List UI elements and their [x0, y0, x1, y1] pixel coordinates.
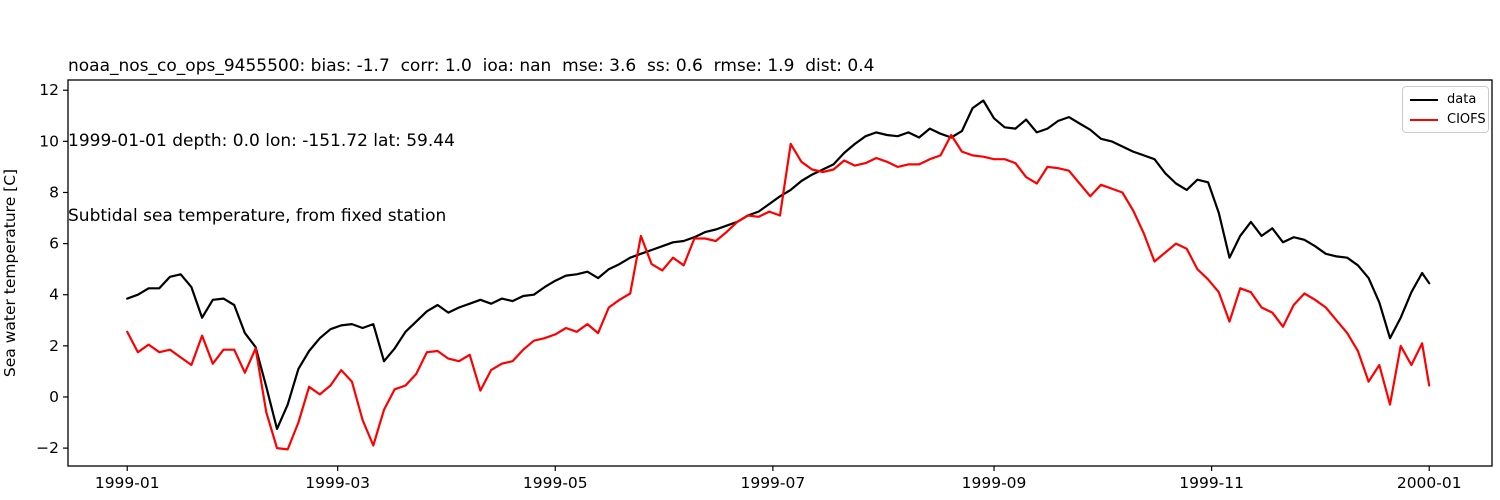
y-tick-label: 2 [49, 337, 59, 355]
y-tick-label: 12 [39, 81, 59, 99]
x-tick-label: 1999-05 [523, 474, 588, 492]
ciofs-series-line [126, 133, 1431, 451]
data-series-line [126, 99, 1431, 430]
legend-entry-data: data [1410, 93, 1480, 106]
y-tick-label: −2 [36, 439, 59, 457]
x-tick-label: 1999-01 [95, 474, 160, 492]
legend-label-data: data [1447, 92, 1477, 107]
title-line-description: Subtidal sea temperature, from fixed sta… [68, 206, 447, 226]
y-tick-label: 8 [49, 183, 59, 201]
y-tick-label: 4 [49, 286, 59, 304]
x-tick-label: 1999-09 [962, 474, 1027, 492]
y-tick-label: 10 [39, 132, 59, 150]
legend: data CIOFS [1402, 86, 1489, 133]
legend-label-ciofs: CIOFS [1447, 112, 1486, 127]
axes-border [67, 79, 1493, 467]
x-tick-label: 1999-11 [1179, 474, 1244, 492]
y-tick-label: 6 [49, 235, 59, 253]
legend-entry-ciofs: CIOFS [1410, 113, 1486, 126]
data-line-sample [1410, 98, 1438, 101]
title-line-meta: 1999-01-01 depth: 0.0 lon: -151.72 lat: … [68, 131, 455, 151]
x-tick-label: 1999-03 [305, 474, 370, 492]
x-tick-label: 1999-07 [740, 474, 805, 492]
x-tick-label: 2000-01 [1397, 474, 1462, 492]
figure-titles: noaa_nos_co_ops_9455500: bias: -1.7 corr… [68, 4, 874, 279]
y-tick-label: 0 [49, 388, 59, 406]
title-line-stats: noaa_nos_co_ops_9455500: bias: -1.7 corr… [68, 56, 875, 76]
ciofs-line-sample [1410, 118, 1438, 121]
